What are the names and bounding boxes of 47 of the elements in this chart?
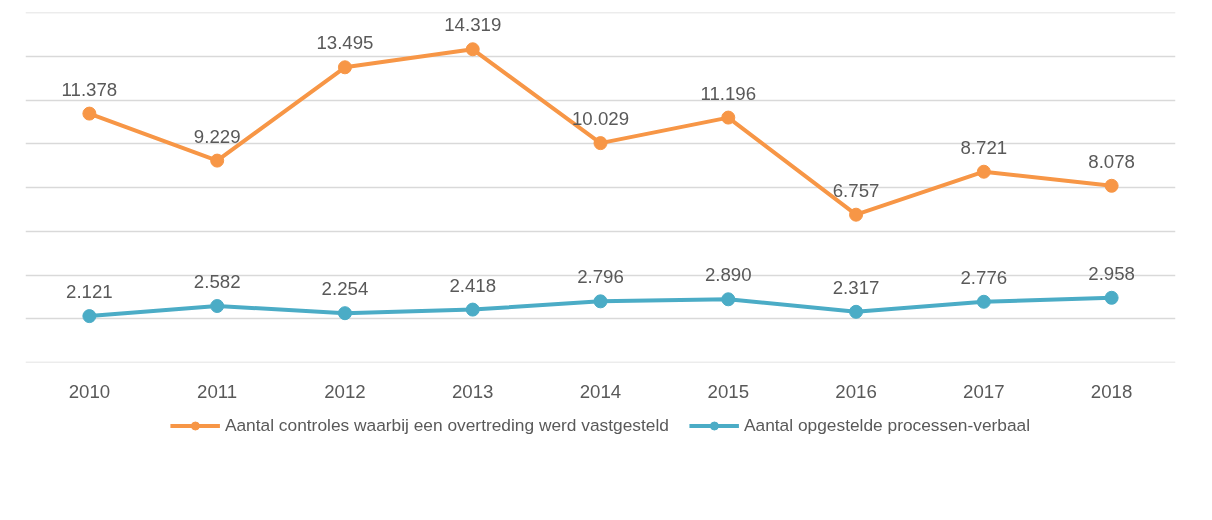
point xyxy=(465,302,480,317)
x-tick-label: 2015 xyxy=(707,380,750,402)
point xyxy=(721,110,736,125)
point xyxy=(976,164,991,179)
x-tick-label: 2010 xyxy=(68,380,111,402)
point xyxy=(721,292,736,307)
point xyxy=(1104,290,1119,305)
x-tick-label: 2013 xyxy=(451,380,494,402)
point xyxy=(337,60,352,75)
data-label: 2.418 xyxy=(449,274,497,296)
x-tick-label: 2017 xyxy=(963,380,1005,402)
point xyxy=(210,299,225,314)
point xyxy=(465,42,480,57)
data-label: 2.121 xyxy=(66,281,113,303)
point xyxy=(849,304,864,319)
point xyxy=(210,153,225,168)
legend-label: Aantal opgestelde processen-verbaal xyxy=(743,414,1031,436)
data-label: 2.958 xyxy=(1088,262,1135,284)
x-tick-label: 2018 xyxy=(1090,380,1133,402)
data-label: 9.229 xyxy=(193,125,241,147)
legend-label: Aantal controles waarbij een overtreding werd vastgesteld xyxy=(224,414,669,436)
data-label: 13.495 xyxy=(316,32,374,54)
data-label: 2.776 xyxy=(960,266,1008,288)
point xyxy=(82,309,97,324)
point xyxy=(593,294,608,309)
point xyxy=(82,106,97,121)
data-label: 11.196 xyxy=(700,82,757,104)
data-label: 14.319 xyxy=(444,14,502,36)
point xyxy=(1104,178,1119,193)
point xyxy=(976,294,991,309)
x-tick-label: 2014 xyxy=(579,380,622,402)
data-label: 8.078 xyxy=(1088,150,1135,172)
x-tick-label: 2012 xyxy=(324,380,366,402)
data-label: 2.890 xyxy=(704,264,752,286)
data-label: 6.757 xyxy=(832,179,880,201)
data-label: 11.378 xyxy=(61,78,118,100)
point xyxy=(337,306,352,321)
data-label: 2.582 xyxy=(193,271,241,293)
x-tick-label: 2011 xyxy=(197,380,238,402)
data-label: 2.317 xyxy=(832,276,880,298)
point xyxy=(593,136,608,151)
data-label: 10.029 xyxy=(571,108,630,130)
point xyxy=(849,207,864,222)
x-tick-label: 2016 xyxy=(835,380,877,402)
data-label: 2.254 xyxy=(321,278,369,300)
data-label: 2.796 xyxy=(577,266,624,288)
data-label: 8.721 xyxy=(960,136,1008,158)
